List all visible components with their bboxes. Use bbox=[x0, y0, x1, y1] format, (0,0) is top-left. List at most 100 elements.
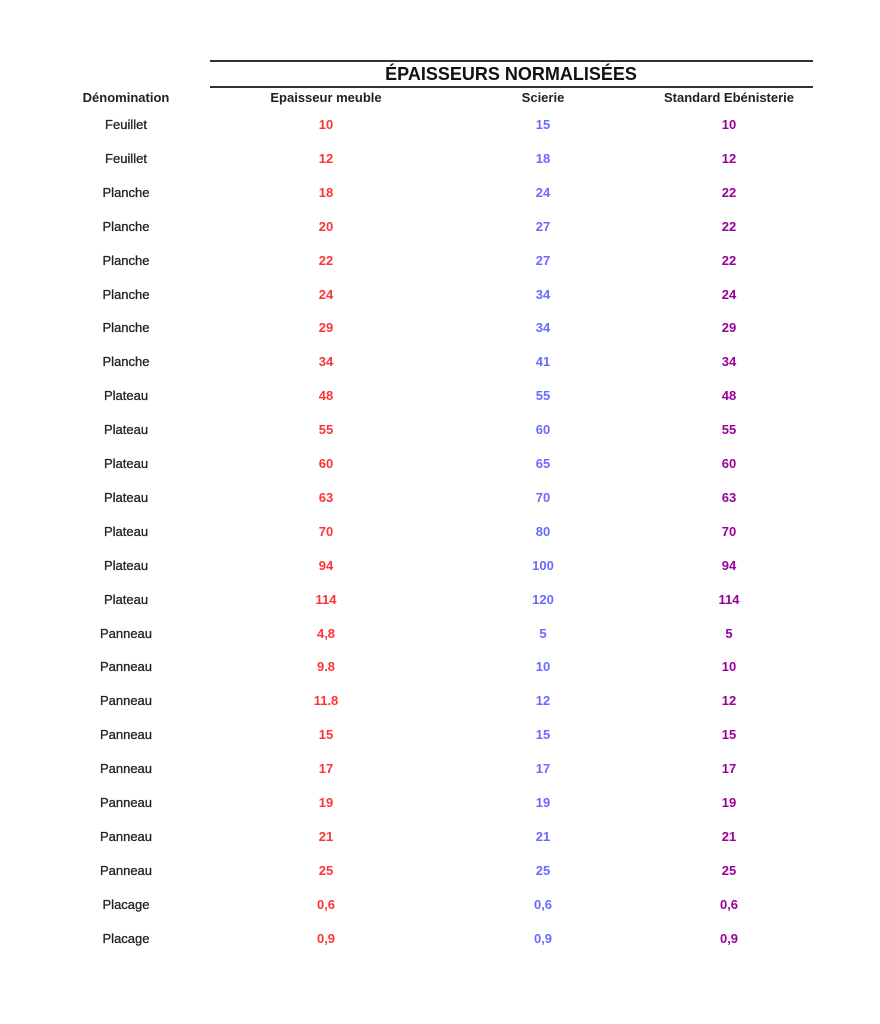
cell-scierie: 0,6 bbox=[533, 897, 553, 912]
cell-denomination: Panneau bbox=[99, 626, 153, 641]
cell-epaisseur-meuble: 9.8 bbox=[316, 659, 336, 674]
cell-denomination: Feuillet bbox=[105, 117, 147, 132]
cell-scierie: 27 bbox=[535, 219, 551, 234]
cell-scierie: 25 bbox=[535, 863, 551, 878]
header-standard-ebenisterie: Standard Ebénisterie bbox=[663, 90, 795, 105]
cell-epaisseur-meuble: 48 bbox=[318, 388, 334, 403]
cell-scierie: 5 bbox=[539, 626, 547, 641]
cell-standard-ebenisterie: 24 bbox=[721, 287, 737, 302]
cell-standard-ebenisterie: 94 bbox=[721, 558, 737, 573]
cell-scierie: 34 bbox=[535, 320, 551, 335]
cell-epaisseur-meuble: 94 bbox=[318, 558, 334, 573]
cell-denomination: Planche bbox=[102, 219, 150, 234]
cell-scierie: 21 bbox=[535, 829, 551, 844]
cell-standard-ebenisterie: 10 bbox=[721, 117, 737, 132]
cell-standard-ebenisterie: 63 bbox=[721, 490, 737, 505]
cell-epaisseur-meuble: 18 bbox=[318, 185, 334, 200]
cell-scierie: 15 bbox=[535, 117, 551, 132]
cell-standard-ebenisterie: 0,6 bbox=[719, 897, 739, 912]
cell-denomination: Planche bbox=[102, 354, 150, 369]
cell-epaisseur-meuble: 12 bbox=[318, 151, 334, 166]
cell-denomination: Plateau bbox=[103, 592, 149, 607]
cell-standard-ebenisterie: 10 bbox=[721, 659, 737, 674]
cell-denomination: Plateau bbox=[103, 456, 149, 471]
cell-epaisseur-meuble: 70 bbox=[318, 524, 334, 539]
cell-denomination: Plateau bbox=[103, 524, 149, 539]
cell-epaisseur-meuble: 21 bbox=[318, 829, 334, 844]
cell-denomination: Plateau bbox=[103, 388, 149, 403]
cell-standard-ebenisterie: 55 bbox=[721, 422, 737, 437]
cell-standard-ebenisterie: 12 bbox=[721, 693, 737, 708]
cell-standard-ebenisterie: 25 bbox=[721, 863, 737, 878]
cell-epaisseur-meuble: 0,9 bbox=[316, 931, 336, 946]
cell-epaisseur-meuble: 22 bbox=[318, 253, 334, 268]
cell-epaisseur-meuble: 34 bbox=[318, 354, 334, 369]
cell-epaisseur-meuble: 25 bbox=[318, 863, 334, 878]
cell-standard-ebenisterie: 5 bbox=[725, 626, 733, 641]
cell-scierie: 10 bbox=[535, 659, 551, 674]
cell-denomination: Panneau bbox=[99, 659, 153, 674]
header-epaisseur-meuble: Epaisseur meuble bbox=[270, 90, 382, 105]
cell-denomination: Plateau bbox=[103, 422, 149, 437]
cell-epaisseur-meuble: 10 bbox=[318, 117, 334, 132]
cell-standard-ebenisterie: 19 bbox=[721, 795, 737, 810]
cell-standard-ebenisterie: 60 bbox=[721, 456, 737, 471]
cell-scierie: 65 bbox=[535, 456, 551, 471]
cell-epaisseur-meuble: 15 bbox=[318, 727, 334, 742]
cell-denomination: Planche bbox=[102, 185, 150, 200]
cell-standard-ebenisterie: 29 bbox=[721, 320, 737, 335]
cell-scierie: 34 bbox=[535, 287, 551, 302]
cell-epaisseur-meuble: 4,8 bbox=[316, 626, 336, 641]
cell-scierie: 100 bbox=[532, 558, 554, 573]
cell-standard-ebenisterie: 22 bbox=[721, 185, 737, 200]
cell-denomination: Plateau bbox=[103, 490, 149, 505]
header-rule bbox=[210, 86, 813, 88]
cell-epaisseur-meuble: 55 bbox=[318, 422, 334, 437]
cell-scierie: 24 bbox=[535, 185, 551, 200]
cell-scierie: 19 bbox=[535, 795, 551, 810]
cell-scierie: 15 bbox=[535, 727, 551, 742]
cell-epaisseur-meuble: 20 bbox=[318, 219, 334, 234]
cell-scierie: 27 bbox=[535, 253, 551, 268]
cell-epaisseur-meuble: 19 bbox=[318, 795, 334, 810]
cell-standard-ebenisterie: 48 bbox=[721, 388, 737, 403]
cell-scierie: 120 bbox=[532, 592, 554, 607]
cell-denomination: Placage bbox=[102, 897, 150, 912]
cell-standard-ebenisterie: 70 bbox=[721, 524, 737, 539]
cell-epaisseur-meuble: 17 bbox=[318, 761, 334, 776]
header-scierie: Scierie bbox=[521, 90, 565, 105]
cell-denomination: Feuillet bbox=[105, 151, 147, 166]
table-title: ÉPAISSEURS NORMALISÉES bbox=[385, 64, 637, 84]
cell-scierie: 41 bbox=[535, 354, 551, 369]
cell-scierie: 60 bbox=[535, 422, 551, 437]
cell-scierie: 18 bbox=[535, 151, 551, 166]
header-denomination: Dénomination bbox=[82, 90, 170, 105]
cell-denomination: Panneau bbox=[99, 761, 153, 776]
cell-scierie: 70 bbox=[535, 490, 551, 505]
cell-denomination: Placage bbox=[102, 931, 150, 946]
cell-standard-ebenisterie: 0,9 bbox=[719, 931, 739, 946]
cell-epaisseur-meuble: 11.8 bbox=[313, 693, 339, 708]
cell-scierie: 55 bbox=[535, 388, 551, 403]
cell-standard-ebenisterie: 21 bbox=[721, 829, 737, 844]
cell-standard-ebenisterie: 114 bbox=[718, 592, 740, 607]
cell-denomination: Planche bbox=[102, 320, 150, 335]
cell-epaisseur-meuble: 24 bbox=[318, 287, 334, 302]
cell-scierie: 0,9 bbox=[533, 931, 553, 946]
cell-denomination: Panneau bbox=[99, 727, 153, 742]
cell-denomination: Plateau bbox=[103, 558, 149, 573]
cell-standard-ebenisterie: 22 bbox=[721, 219, 737, 234]
cell-denomination: Panneau bbox=[99, 693, 153, 708]
cell-standard-ebenisterie: 34 bbox=[721, 354, 737, 369]
cell-denomination: Panneau bbox=[99, 795, 153, 810]
cell-epaisseur-meuble: 114 bbox=[315, 592, 337, 607]
cell-standard-ebenisterie: 22 bbox=[721, 253, 737, 268]
cell-denomination: Panneau bbox=[99, 829, 153, 844]
cell-epaisseur-meuble: 63 bbox=[318, 490, 334, 505]
cell-denomination: Planche bbox=[102, 287, 150, 302]
cell-epaisseur-meuble: 60 bbox=[318, 456, 334, 471]
cell-scierie: 80 bbox=[535, 524, 551, 539]
cell-denomination: Panneau bbox=[99, 863, 153, 878]
cell-epaisseur-meuble: 29 bbox=[318, 320, 334, 335]
top-rule bbox=[210, 60, 813, 62]
